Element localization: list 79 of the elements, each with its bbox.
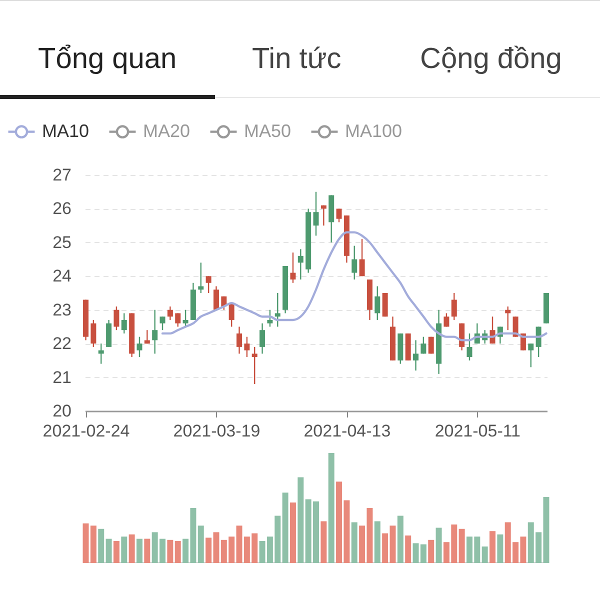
y-tick-label: 22	[52, 334, 72, 354]
candlestick	[175, 312, 181, 328]
candlestick	[382, 292, 388, 318]
bar	[136, 538, 142, 563]
candlestick	[413, 340, 419, 372]
x-tick-label: 2021-04-13	[304, 422, 391, 440]
bar	[497, 534, 504, 563]
bar	[167, 540, 174, 563]
text: Tổng quan	[38, 43, 177, 76]
bar	[106, 538, 112, 563]
candlestick	[206, 276, 212, 294]
candlestick	[136, 336, 142, 358]
candlestick	[267, 309, 273, 328]
y-tick-label: 25	[52, 232, 72, 252]
candlestick	[252, 346, 258, 385]
candlestick	[90, 319, 96, 348]
candlestick	[352, 245, 358, 280]
candlestick	[260, 322, 266, 354]
y-tick-label: 26	[52, 199, 72, 218]
bar	[436, 528, 442, 563]
text: Tin tức	[252, 43, 342, 76]
candlestick	[313, 191, 319, 236]
candlestick	[290, 252, 296, 284]
candlestick	[466, 332, 472, 362]
bar	[144, 538, 150, 563]
bar	[351, 522, 358, 563]
candlestick	[451, 292, 457, 321]
bar	[458, 528, 465, 563]
legend-label: MA100	[345, 120, 402, 141]
candlestick	[512, 316, 518, 338]
candlestick	[444, 312, 450, 328]
bar	[405, 536, 412, 563]
candlestick	[228, 302, 234, 328]
bar	[98, 528, 104, 563]
legend-label: MA50	[244, 120, 292, 141]
candlestick	[374, 286, 380, 321]
candlestick	[121, 312, 127, 334]
candlestick	[244, 336, 250, 358]
candlestick	[144, 329, 150, 344]
bar	[121, 536, 128, 563]
candlestick	[213, 286, 219, 310]
bar	[282, 492, 288, 563]
text: Cộng đồng	[420, 43, 562, 76]
x-tick-label: 2021-03-19	[173, 422, 260, 440]
bar	[113, 541, 120, 563]
bar	[397, 516, 404, 563]
bar	[198, 526, 204, 563]
bar	[290, 502, 296, 563]
bar	[428, 540, 434, 563]
candlestick	[359, 238, 365, 277]
candlestick	[528, 342, 534, 368]
bar	[298, 477, 304, 563]
y-tick-label: 27	[52, 166, 72, 184]
candlestick	[114, 306, 120, 331]
legend-label: MA10	[42, 120, 90, 141]
candlestick	[167, 306, 173, 321]
candlestick	[160, 316, 166, 331]
x-tick-label: 2021-05-11	[434, 422, 521, 440]
x-tick-label: 2021-02-24	[42, 422, 130, 440]
candlestick	[336, 208, 342, 223]
candlestick	[152, 309, 158, 354]
bar	[374, 521, 380, 563]
y-tick-label: 23	[52, 300, 72, 320]
y-tick-label: 24	[52, 266, 72, 286]
candlestick	[236, 326, 242, 354]
candlestick	[298, 248, 304, 280]
bar	[482, 546, 488, 563]
candlestick	[106, 319, 112, 348]
y-tick-label: 21	[52, 368, 72, 387]
candlestick	[274, 292, 280, 328]
legend-label: MA20	[143, 120, 190, 141]
candlestick	[420, 336, 426, 354]
bar	[128, 534, 135, 563]
candlestick	[182, 309, 188, 328]
bar	[320, 521, 327, 563]
bar	[490, 531, 496, 563]
bar	[174, 541, 181, 563]
y-tick-label: 20	[52, 402, 72, 420]
bar	[328, 453, 334, 563]
